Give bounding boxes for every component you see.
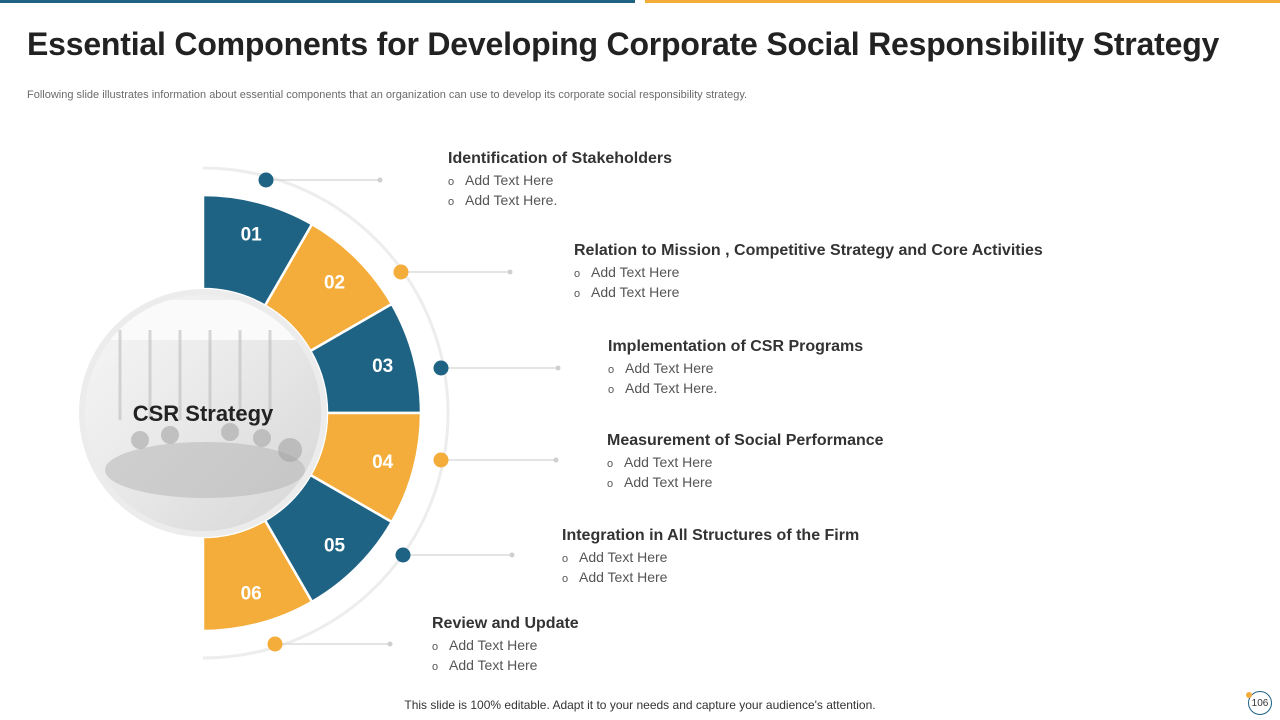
- component-heading: Relation to Mission , Competitive Strate…: [574, 242, 1043, 259]
- top-accent-bar-blue: [0, 0, 635, 3]
- component-heading: Measurement of Social Performance: [607, 432, 884, 449]
- bullet-marker-icon: o: [574, 288, 581, 300]
- connector-end-dot-05: [509, 552, 515, 558]
- component-bullet: o Add Text Here: [607, 473, 884, 493]
- bullet-marker-icon: o: [608, 384, 615, 396]
- bullet-text: Add Text Here: [449, 657, 538, 673]
- bullet-text: Add Text Here: [465, 172, 554, 188]
- center-label: CSR Strategy: [133, 401, 274, 426]
- connector-end-dot-04: [553, 457, 559, 463]
- segment-number-05: 05: [324, 536, 346, 557]
- component-heading: Implementation of CSR Programs: [608, 338, 864, 355]
- segment-number-06: 06: [241, 584, 262, 605]
- bullet-marker-icon: o: [562, 573, 569, 585]
- bullet-marker-icon: o: [562, 553, 569, 565]
- connector-end-dot-06: [387, 641, 393, 647]
- bullet-marker-icon: o: [608, 364, 615, 376]
- component-item-04: Measurement of Social Performance o Add Te…: [607, 432, 884, 493]
- bullet-marker-icon: o: [432, 661, 439, 673]
- connector-end-dot-02: [507, 269, 513, 275]
- component-bullet: o Add Text Here: [432, 656, 579, 676]
- component-bullet: o Add Text Here: [608, 359, 863, 379]
- component-bullet: o Add Text Here: [562, 568, 859, 588]
- bullet-text: Add Text Here: [624, 474, 713, 490]
- segment-number-03: 03: [372, 356, 393, 377]
- component-heading: Identification of Stakeholders: [448, 150, 673, 167]
- bullet-marker-icon: o: [448, 176, 455, 188]
- connector-end-dot-03: [555, 365, 561, 371]
- bullet-marker-icon: o: [574, 268, 581, 280]
- component-heading: Review and Update: [432, 615, 579, 632]
- bullet-text: Add Text Here: [591, 264, 680, 280]
- top-accent-bar-orange: [645, 0, 1280, 3]
- component-bullet: o Add Text Here: [448, 171, 672, 191]
- component-bullet: o Add Text Here: [574, 283, 1043, 303]
- slide-footer: This slide is 100% editable. Adapt it to…: [404, 698, 876, 712]
- bullet-text: Add Text Here: [591, 284, 680, 300]
- connector-dot-04: [433, 452, 449, 468]
- connector-dot-02: [393, 264, 409, 280]
- meeting-room-photo-icon: [85, 295, 321, 531]
- component-heading: Integration in All Structures of the Fir…: [562, 527, 860, 544]
- connector-end-dot-01: [377, 177, 383, 183]
- component-item-06: Review and Update o Add Text Here o Add Text…: [432, 615, 579, 676]
- component-bullet: o Add Text Here: [607, 453, 884, 473]
- segment-number-02: 02: [324, 272, 345, 293]
- bullet-text: Add Text Here.: [625, 380, 718, 396]
- bullet-marker-icon: o: [432, 641, 439, 653]
- bullet-text: Add Text Here: [579, 569, 668, 585]
- bullet-text: Add Text Here: [625, 360, 714, 376]
- component-item-02: Relation to Mission , Competitive Strate…: [574, 242, 1043, 303]
- component-bullet: o Add Text Here: [432, 636, 579, 656]
- bullet-marker-icon: o: [448, 196, 455, 208]
- slide-title: Essential Components for Developing Corp…: [27, 26, 1220, 62]
- segment-number-01: 01: [241, 224, 263, 245]
- connector-dot-01: [258, 172, 274, 188]
- bullet-text: Add Text Here: [624, 454, 713, 470]
- component-bullet: o Add Text Here: [574, 263, 1043, 283]
- bullet-text: Add Text Here.: [465, 192, 558, 208]
- page-number-badge: 106: [1248, 691, 1272, 715]
- component-bullet: o Add Text Here: [562, 548, 859, 568]
- component-item-03: Implementation of CSR Programs o Add Text …: [608, 338, 863, 399]
- bullet-text: Add Text Here: [449, 637, 538, 653]
- bullet-marker-icon: o: [607, 458, 614, 470]
- bullet-text: Add Text Here: [579, 549, 668, 565]
- component-bullet: o Add Text Here.: [448, 191, 672, 211]
- page-badge-dot: [1246, 692, 1252, 698]
- connector-dot-06: [267, 636, 283, 652]
- component-item-05: Integration in All Structures of the Fir…: [562, 527, 859, 588]
- connector-dot-05: [395, 547, 411, 563]
- outer-ring-arc: [202, 166, 450, 660]
- component-item-01: Identification of Stakeholders o Add Text …: [448, 150, 672, 211]
- bullet-marker-icon: o: [607, 478, 614, 490]
- connector-dot-03: [433, 360, 449, 376]
- component-bullet: o Add Text Here.: [608, 379, 863, 399]
- segment-number-04: 04: [372, 452, 394, 473]
- slide-subtitle: Following slide illustrates information …: [27, 89, 748, 101]
